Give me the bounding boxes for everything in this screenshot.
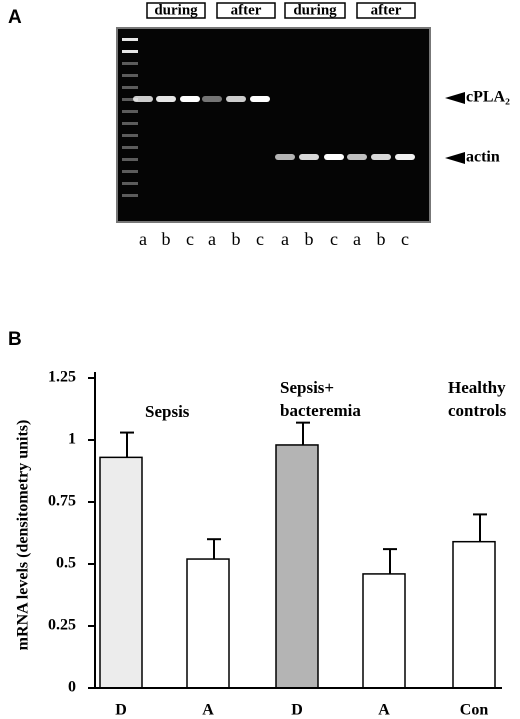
lane-label: a bbox=[208, 229, 216, 249]
ladder-band bbox=[122, 158, 138, 161]
band bbox=[395, 154, 415, 160]
ladder-band bbox=[122, 194, 138, 197]
band bbox=[275, 154, 295, 160]
x-tick-label: D bbox=[291, 702, 303, 719]
group-annotation: Sepsis+ bbox=[280, 378, 334, 397]
band bbox=[371, 154, 391, 160]
band bbox=[226, 96, 246, 102]
group-annotation: controls bbox=[448, 401, 507, 420]
y-tick-label: 1 bbox=[68, 431, 76, 448]
group-bracket bbox=[356, 2, 416, 19]
lane-label: c bbox=[401, 229, 409, 249]
bar bbox=[275, 444, 319, 689]
lane-label: b bbox=[232, 229, 241, 249]
lane-label: c bbox=[256, 229, 264, 249]
group-annotation: Healthy bbox=[448, 378, 506, 397]
group-label: after bbox=[231, 2, 262, 18]
lane-label: c bbox=[330, 229, 338, 249]
y-axis-label: mRNA levels (densitometry units) bbox=[15, 420, 32, 651]
group-annotation: bacteremia bbox=[280, 401, 361, 420]
group-label: during bbox=[293, 2, 337, 18]
ladder-band bbox=[122, 98, 138, 101]
x-tick-label: A bbox=[378, 702, 390, 719]
group-bracket bbox=[216, 2, 276, 19]
ladder-band bbox=[122, 74, 138, 77]
ladder-band bbox=[122, 38, 138, 41]
band-arrow bbox=[445, 92, 465, 104]
ladder-band bbox=[122, 134, 138, 137]
y-tick-label: 0 bbox=[68, 679, 76, 696]
lane-label: a bbox=[353, 229, 361, 249]
band bbox=[202, 96, 222, 102]
bar bbox=[362, 573, 406, 689]
y-tick-label: 0.25 bbox=[48, 617, 76, 634]
ladder-band bbox=[122, 50, 138, 53]
lane-label: b bbox=[162, 229, 171, 249]
panel-label: A bbox=[8, 7, 22, 28]
bar bbox=[99, 456, 143, 689]
band-label: actin bbox=[466, 149, 500, 166]
group-label: during bbox=[154, 2, 198, 18]
ladder-band bbox=[122, 86, 138, 89]
lane-label: a bbox=[281, 229, 289, 249]
group-bracket bbox=[284, 2, 346, 19]
y-tick-label: 0.5 bbox=[56, 555, 76, 572]
band-arrow bbox=[445, 152, 465, 164]
bar bbox=[186, 558, 230, 689]
band bbox=[133, 96, 153, 102]
ladder-band bbox=[122, 146, 138, 149]
band bbox=[324, 154, 344, 160]
ladder-band bbox=[122, 182, 138, 185]
y-tick-label: 0.75 bbox=[48, 493, 76, 510]
lane-label: b bbox=[377, 229, 386, 249]
band bbox=[180, 96, 200, 102]
gel bbox=[116, 27, 431, 223]
group-label: after bbox=[371, 2, 402, 18]
lane-label: c bbox=[186, 229, 194, 249]
panel-label: B bbox=[8, 329, 22, 350]
ladder-band bbox=[122, 122, 138, 125]
x-tick-label: Con bbox=[460, 702, 489, 719]
ladder-band bbox=[122, 170, 138, 173]
lane-label: b bbox=[305, 229, 314, 249]
x-tick-label: A bbox=[202, 702, 214, 719]
ladder-band bbox=[122, 62, 138, 65]
band bbox=[156, 96, 176, 102]
x-tick-label: D bbox=[115, 702, 127, 719]
band bbox=[347, 154, 367, 160]
ladder-band bbox=[122, 110, 138, 113]
group-annotation: Sepsis bbox=[145, 402, 190, 421]
lane-label: a bbox=[139, 229, 147, 249]
bar bbox=[452, 540, 496, 689]
band bbox=[299, 154, 319, 160]
group-bracket bbox=[146, 2, 206, 19]
band bbox=[250, 96, 270, 102]
band-label: cPLA₂ bbox=[466, 89, 510, 106]
y-tick-label: 1.25 bbox=[48, 369, 76, 386]
